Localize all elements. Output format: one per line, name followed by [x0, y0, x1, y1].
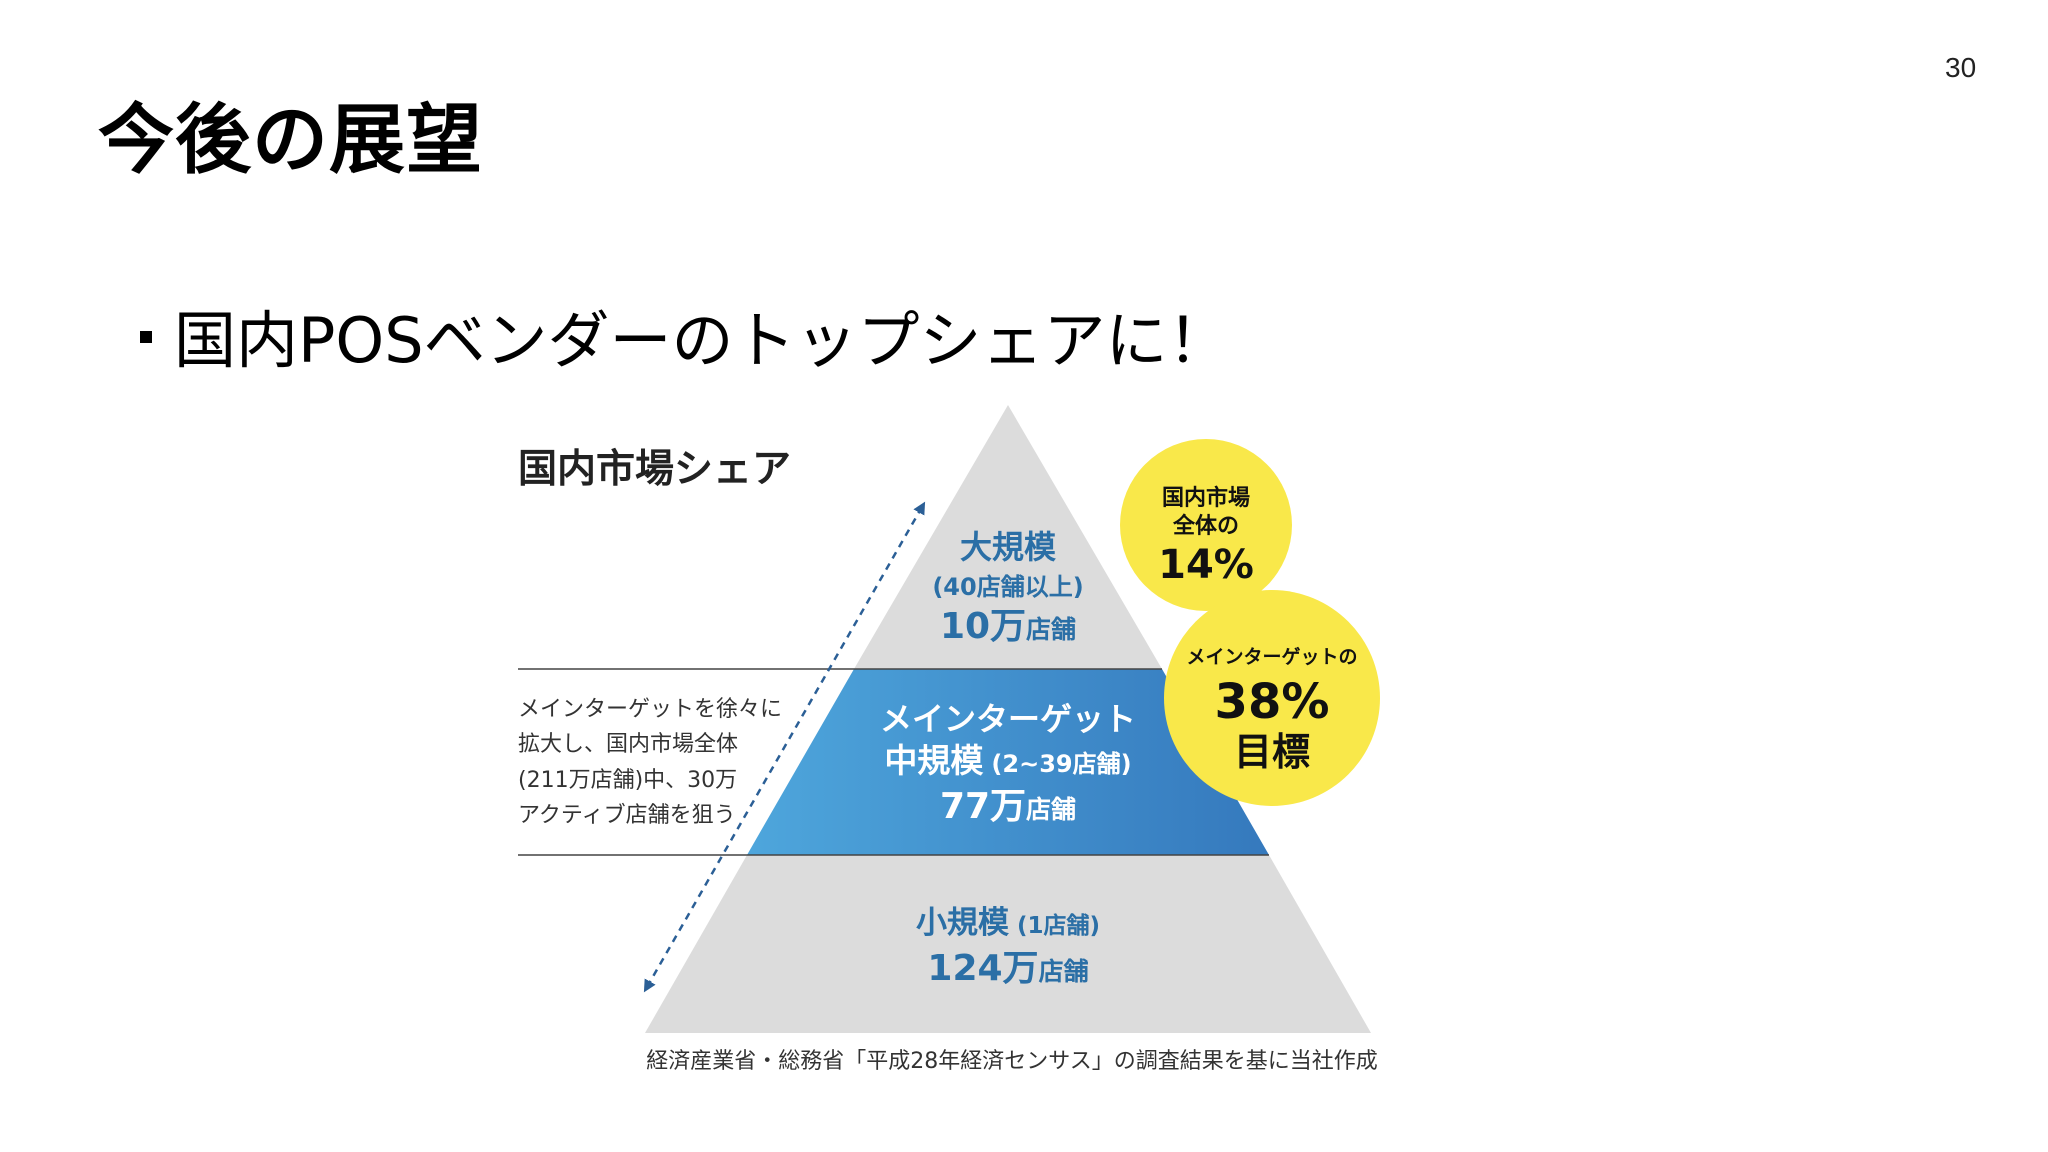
tier-large-name: 大規模: [960, 528, 1056, 566]
market-badge-line-1: 国内市場: [1162, 485, 1250, 511]
tier-middle-count: 77万店舗: [940, 786, 1076, 827]
tier-middle-name-line: 中規模 (2~39店舗): [884, 741, 1131, 780]
target-badge-line-3: 目標: [1234, 730, 1310, 774]
figure-source-note: 経済産業省・総務省「平成28年経済センサス」の調査結果を基に当社作成: [646, 1049, 1378, 1074]
market-badge-value: 14%: [1158, 542, 1254, 588]
market-share-badge: [1120, 439, 1292, 611]
tier-small-shape: [645, 855, 1371, 1033]
side-note-line-3: (211万店舗)中、30万: [518, 768, 737, 793]
target-share-badge: [1164, 590, 1380, 806]
side-note-line-1: メインターゲットを徐々に: [518, 697, 782, 722]
side-note-line-2: 拡大し、国内市場全体: [518, 732, 738, 757]
bullet-text: 国内POSベンダーのトップシェアに！: [174, 304, 1230, 377]
figure-title: 国内市場シェア: [518, 447, 791, 492]
target-badge-value: 38%: [1215, 674, 1330, 730]
tier-small-name-line: 小規模 (1店舗): [916, 905, 1100, 941]
page-number: 30: [1945, 52, 1977, 83]
tier-small-count: 124万店舗: [927, 948, 1088, 989]
side-note-line-4: アクティブ店舗を狙う: [518, 803, 736, 828]
market-badge-line-2: 全体の: [1172, 513, 1239, 539]
tier-large-range: (40店舗以上): [932, 573, 1083, 601]
expansion-arrow-icon: [643, 501, 926, 993]
tier-large-shape: [854, 405, 1162, 669]
tier-large-count: 10万店舗: [940, 606, 1076, 647]
bullet-point: 国内POSベンダーのトップシェアに！: [140, 290, 1230, 380]
slide-title: 今後の展望: [98, 95, 483, 184]
tier-middle-target-label: メインターゲット: [880, 700, 1136, 738]
target-badge-line-1: メインターゲットの: [1186, 646, 1357, 668]
bullet-marker-icon: [140, 331, 152, 343]
